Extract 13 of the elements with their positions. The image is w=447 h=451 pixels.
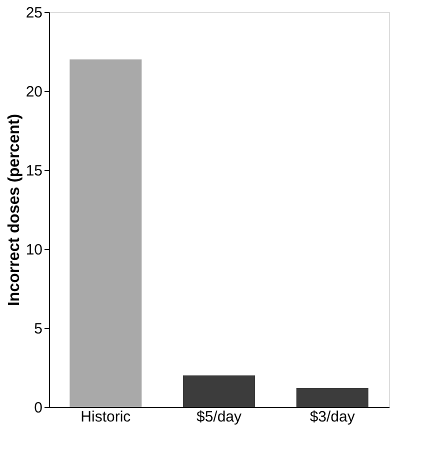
bar	[183, 375, 255, 407]
x-tick-label: $5/day	[196, 408, 242, 426]
y-axis-title: Incorrect doses (percent)	[6, 114, 23, 306]
y-tick-label: 0	[34, 400, 42, 416]
y-tick-label: 10	[26, 242, 42, 258]
bar	[70, 59, 142, 407]
y-tick-label: 25	[26, 4, 42, 22]
x-tick-label: $3/day	[310, 408, 356, 426]
y-tick-label: 20	[26, 84, 42, 100]
y-tick-label: 15	[26, 162, 42, 180]
x-tick-label: Historic	[80, 408, 132, 426]
bar	[296, 388, 368, 407]
y-tick-label: 5	[34, 320, 42, 338]
